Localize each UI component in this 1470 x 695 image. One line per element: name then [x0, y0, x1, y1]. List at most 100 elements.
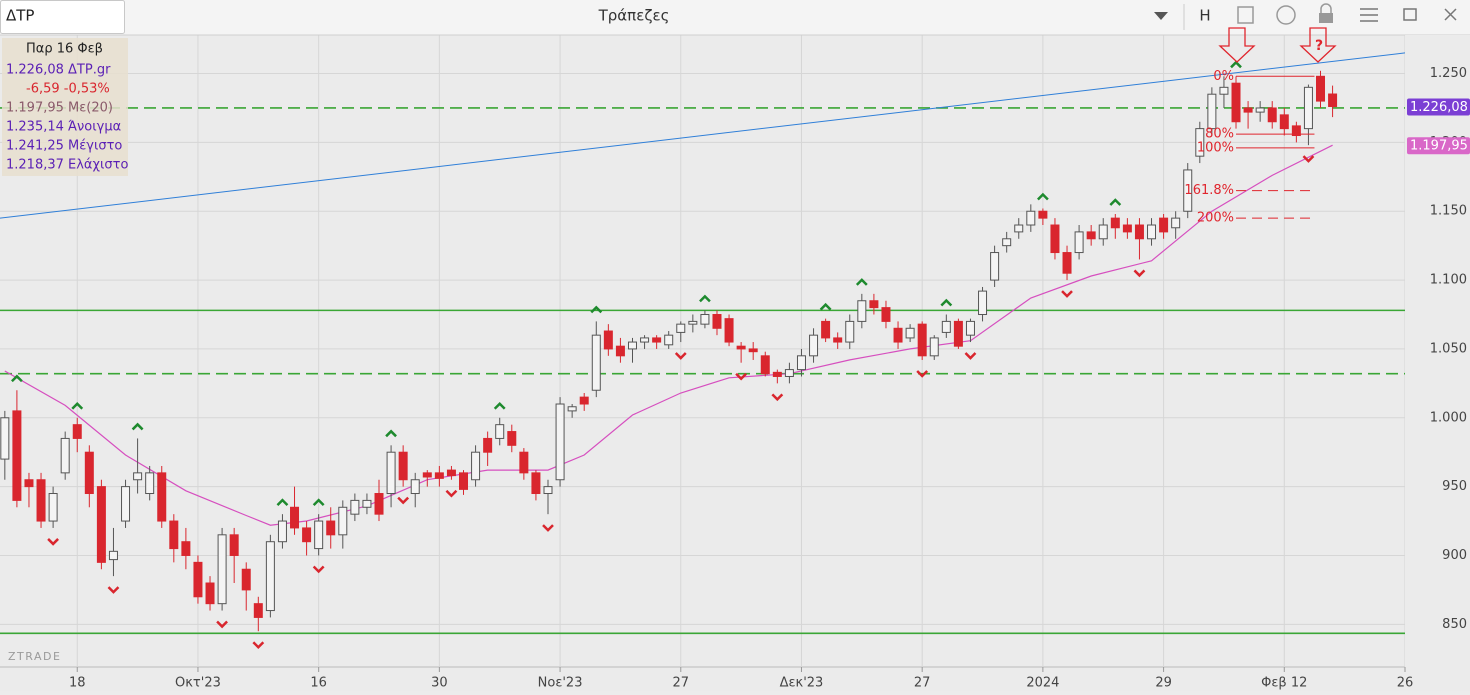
fractal-up	[276, 498, 289, 507]
candle-body	[579, 396, 589, 405]
candle-body	[326, 520, 336, 536]
plot-area: 0% 80%100% 161.8% 200%	[0, 35, 1406, 668]
lock-shackle	[1320, 3, 1332, 13]
fractal-down	[47, 538, 59, 546]
candle-body	[1255, 107, 1265, 113]
fib-label: 0%	[1213, 69, 1234, 84]
candle-body	[1026, 210, 1036, 226]
candle-body	[772, 371, 782, 377]
x-tick-label: 27	[914, 676, 931, 691]
candle-body	[652, 337, 662, 343]
x-tick-label: 16	[310, 676, 327, 691]
fractal-up	[131, 422, 144, 431]
candle-body	[953, 320, 963, 347]
candle-body	[434, 472, 444, 479]
fractal-down	[252, 641, 265, 649]
candle-body	[96, 486, 106, 563]
candle-body	[362, 499, 372, 508]
x-tick-label: Νοε'23	[538, 676, 583, 691]
candle-body	[1316, 75, 1326, 102]
candle-body	[169, 520, 179, 550]
candle-body	[1279, 114, 1289, 130]
candle-body	[1243, 107, 1253, 113]
candle-body	[796, 355, 806, 371]
candle-body	[338, 506, 348, 536]
candle-body	[507, 431, 517, 446]
fractal-down	[771, 393, 784, 402]
candle-body	[422, 472, 432, 478]
candle-body	[543, 486, 553, 495]
info-ma: 1.197,95 Με(20)	[6, 101, 113, 116]
candle-body	[241, 568, 251, 591]
candle-body	[1171, 217, 1181, 229]
candle-body	[302, 527, 312, 543]
candle-body	[229, 534, 239, 556]
candle-body	[990, 252, 1000, 281]
info-date: Παρ 16 Φεβ	[26, 42, 103, 57]
price-label: 1.197,95	[1410, 139, 1468, 154]
candle-body	[881, 307, 891, 322]
trendline	[0, 52, 1406, 219]
fractal-up	[699, 294, 711, 303]
fib-label: 161.8%	[1184, 183, 1234, 198]
annotation: ?	[1315, 38, 1323, 54]
candle-body	[1267, 107, 1277, 123]
candle-body	[869, 300, 879, 309]
candle-body	[374, 493, 384, 515]
candle-body	[784, 369, 794, 377]
lock-button[interactable]	[1319, 13, 1333, 23]
menu-button[interactable]	[1360, 8, 1378, 22]
candle-body	[1050, 224, 1060, 254]
candle-body	[615, 345, 625, 357]
candle-body	[410, 479, 420, 495]
candle-body	[108, 550, 118, 561]
candle-body	[253, 603, 263, 618]
info-low: 1.218,37 Ελάχιστο	[6, 158, 128, 173]
candle-body	[314, 520, 324, 550]
fractal-down	[107, 586, 120, 594]
candle-body	[700, 314, 710, 325]
candle-body	[978, 290, 988, 316]
candle-body	[1159, 217, 1169, 233]
sector-dropdown[interactable]: Τράπεζες	[598, 7, 670, 25]
info-high: 1.241,25 Μέγιστο	[6, 139, 122, 154]
candle-body	[676, 323, 686, 333]
fractal-up	[71, 402, 84, 410]
candle-body	[265, 541, 275, 612]
candle-body	[833, 337, 843, 343]
candle-body	[84, 451, 94, 495]
candle-body	[821, 320, 831, 339]
candle-body	[1002, 238, 1012, 247]
candle-body	[1183, 169, 1193, 212]
y-tick-label: 1.150	[1430, 204, 1467, 219]
dropdown-arrow[interactable]	[1154, 12, 1168, 20]
candle-body	[157, 472, 167, 522]
fractal-down	[674, 352, 687, 360]
candle-body	[121, 486, 131, 522]
candle-body	[205, 582, 215, 605]
candle-body	[471, 451, 481, 481]
candle-body	[1074, 231, 1084, 254]
quote-button[interactable]	[1276, 5, 1296, 25]
price-label: 1.226,08	[1410, 100, 1468, 115]
candle-body	[965, 320, 975, 336]
close-button[interactable]	[1444, 8, 1457, 21]
candle-body	[1147, 224, 1157, 240]
restore-button[interactable]	[1403, 8, 1417, 21]
symbol-input[interactable]	[0, 0, 125, 34]
candle-body	[398, 451, 408, 481]
candle-body	[290, 506, 300, 529]
fractal-down	[916, 370, 929, 378]
candle-body	[1303, 86, 1313, 130]
fractal-down	[312, 565, 325, 574]
candle-body	[688, 320, 698, 325]
signal-arrow	[1299, 27, 1337, 63]
panel-button[interactable]	[1237, 6, 1254, 24]
mode-button[interactable]: H	[1199, 7, 1210, 25]
candle-body	[1122, 224, 1132, 233]
candle-body	[929, 337, 939, 357]
candle-body	[1207, 93, 1217, 130]
x-tick-label: 30	[431, 676, 448, 691]
fractal-down	[735, 372, 748, 381]
fractal-up	[1230, 60, 1242, 69]
